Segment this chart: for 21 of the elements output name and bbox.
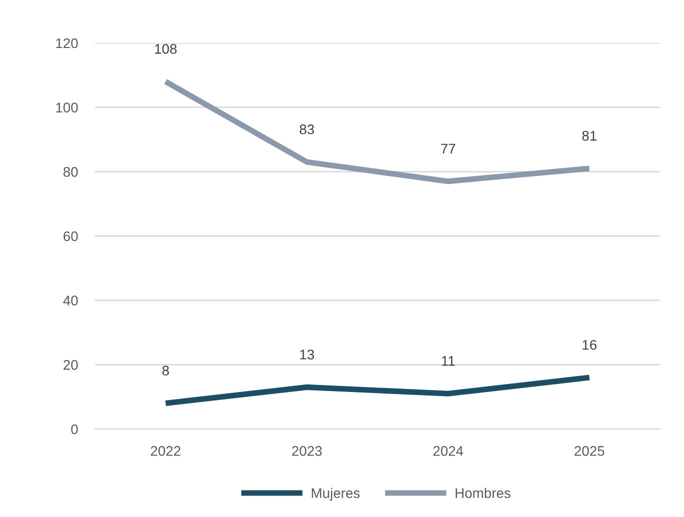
data-label: 81 [582, 130, 596, 141]
y-tick-label: 100 [56, 102, 78, 113]
x-tick-label: 2023 [292, 446, 322, 456]
legend-label: Mujeres [312, 488, 360, 501]
x-tick-label: 2024 [433, 446, 464, 456]
data-label: 16 [582, 340, 596, 350]
x-tick-label: 2025 [574, 446, 604, 456]
legend-label: Hombres [456, 488, 510, 498]
x-tick-label: 2022 [150, 446, 180, 456]
y-tick-label: 80 [63, 167, 78, 177]
y-tick-label: 20 [64, 360, 78, 370]
data-label: 13 [300, 350, 314, 360]
y-tick-label: 40 [63, 296, 78, 306]
data-label: 77 [441, 144, 456, 154]
data-label: 83 [300, 124, 314, 134]
data-label: 11 [442, 356, 455, 366]
y-tick-label: 0 [71, 424, 78, 434]
y-tick-label: 120 [56, 38, 78, 48]
y-tick-label: 60 [64, 231, 78, 242]
data-label: 8 [162, 366, 169, 376]
data-label: 108 [155, 44, 177, 54]
